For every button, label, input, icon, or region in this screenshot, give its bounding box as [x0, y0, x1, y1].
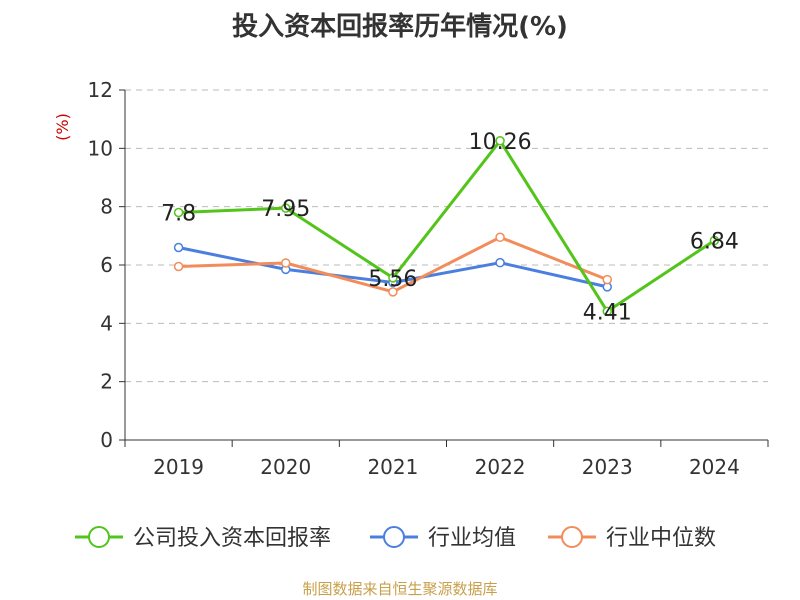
data-point [495, 136, 505, 146]
data-point [495, 232, 505, 243]
y-tick-label: 12 [88, 78, 113, 102]
data-point [602, 274, 612, 285]
y-tick-label: 8 [100, 195, 113, 219]
data-label: 7.95 [261, 197, 310, 222]
legend-label: 行业均值 [428, 526, 516, 551]
y-tick-label: 0 [100, 428, 113, 452]
axes: 0 2 4 6 8 10 12 2019 2020 2021 2022 2023 2024 (%) [53, 78, 769, 479]
y-tick-label: 6 [100, 253, 113, 277]
x-tick-label: 2019 [153, 455, 204, 479]
data-point [173, 261, 184, 272]
chart-title: 投入资本回报率历年情况(%) [232, 12, 568, 42]
data-point [173, 242, 184, 253]
y-tick-label: 10 [88, 136, 113, 160]
data-label: 7.8 [161, 202, 196, 227]
y-tick-label: 2 [100, 370, 113, 394]
legend-marker [383, 526, 405, 548]
y-tick-label: 4 [100, 311, 113, 335]
legend-marker [561, 526, 583, 548]
data-label: 4.41 [583, 300, 632, 325]
legend-marker [88, 526, 110, 548]
legend-label: 公司投入资本回报率 [133, 526, 331, 551]
x-tick-label: 2020 [260, 455, 311, 479]
x-tick-label: 2024 [689, 455, 740, 479]
data-label: 5.56 [368, 267, 417, 292]
data-label: 10.26 [469, 130, 532, 155]
data-point [173, 207, 184, 218]
x-tick-label: 2021 [367, 455, 418, 479]
data-point [709, 235, 720, 246]
data-point [388, 287, 398, 297]
legend: 公司投入资本回报率 行业均值 行业中位数 [75, 526, 716, 551]
data-point [602, 306, 612, 317]
series-group [173, 136, 720, 317]
data-point [495, 257, 505, 268]
y-axis-label: (%) [53, 113, 72, 141]
data-point [281, 258, 291, 268]
data-point [388, 273, 398, 283]
legend-label: 行业中位数 [606, 526, 716, 551]
x-tick-label: 2023 [582, 455, 633, 479]
data-point [281, 203, 291, 213]
source-note: 制图数据来自恒生聚源数据库 [302, 580, 498, 598]
series-line [178, 139, 716, 313]
grid-lines [125, 89, 768, 383]
x-tick-label: 2022 [475, 455, 526, 479]
data-labels: 7.8 7.95 5.56 10.26 4.41 6.84 [161, 130, 739, 326]
data-label: 6.84 [690, 230, 739, 255]
